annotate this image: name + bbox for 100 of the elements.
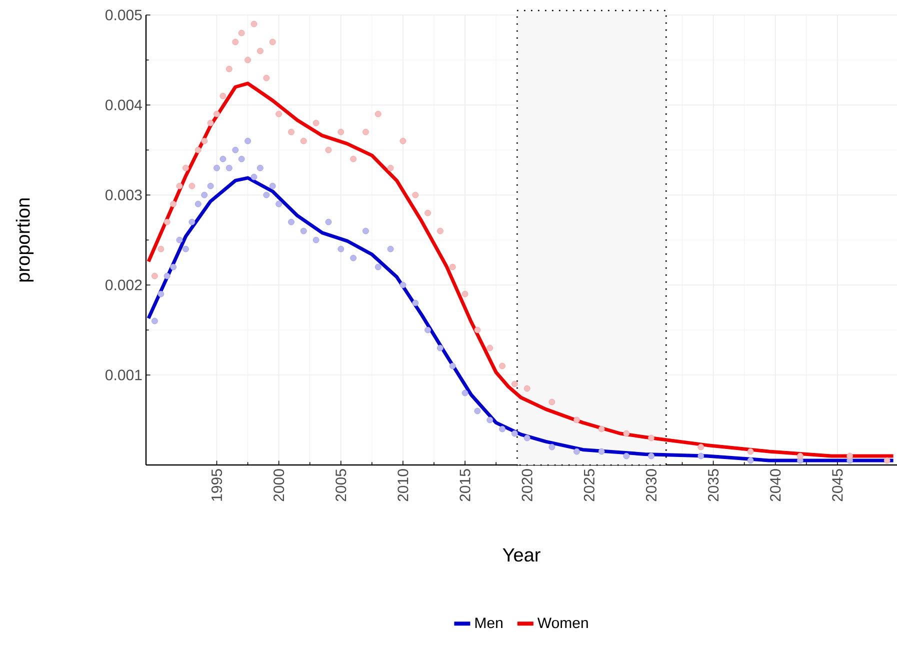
- point: [238, 30, 245, 36]
- point: [387, 164, 394, 172]
- point: [362, 228, 369, 234]
- x-tick-label: 2010: [398, 469, 408, 502]
- point: [158, 290, 164, 298]
- point: [250, 20, 258, 28]
- point: [276, 110, 282, 118]
- point: [214, 110, 220, 118]
- point: [623, 430, 630, 437]
- x-tick-label: 2015: [460, 469, 470, 502]
- point: [436, 344, 444, 352]
- point: [263, 74, 270, 82]
- y-tick-label: 0.004: [106, 100, 142, 110]
- point: [207, 182, 214, 190]
- point: [170, 264, 177, 270]
- legend-label: Men: [475, 618, 502, 628]
- point: [424, 326, 431, 334]
- point: [698, 444, 704, 450]
- x-axis-title: Year: [502, 548, 540, 562]
- point: [424, 210, 431, 216]
- x-tick-label: 1995: [211, 469, 222, 501]
- point: [188, 182, 196, 190]
- point: [747, 457, 754, 464]
- point: [164, 218, 170, 226]
- point: [474, 326, 481, 334]
- point: [263, 192, 270, 198]
- point: [574, 416, 580, 424]
- point: [623, 452, 630, 460]
- point: [387, 246, 394, 252]
- point: [226, 66, 232, 72]
- point: [232, 146, 239, 154]
- point: [474, 408, 481, 414]
- point: [338, 128, 344, 136]
- point: [257, 164, 264, 172]
- y-tick-label: 0.003: [106, 190, 142, 200]
- point: [244, 56, 251, 64]
- y-axis-title: proportion: [16, 198, 34, 282]
- point: [182, 164, 189, 172]
- point: [300, 228, 307, 234]
- line-series: [146, 176, 896, 462]
- x-tick-label: 2005: [336, 469, 346, 502]
- point: [499, 362, 506, 370]
- point: [499, 426, 506, 432]
- point: [220, 92, 226, 100]
- x-tick-label: 2045: [832, 469, 843, 502]
- x-tick-label: 2030: [646, 469, 657, 502]
- point: [269, 38, 276, 46]
- point: [846, 452, 854, 460]
- point: [194, 200, 202, 208]
- point: [350, 156, 357, 162]
- point: [312, 120, 320, 126]
- point: [164, 272, 170, 280]
- point: [511, 430, 518, 437]
- point: [269, 182, 276, 190]
- point: [250, 174, 258, 180]
- point: [188, 218, 196, 226]
- point: [747, 448, 754, 455]
- point: [511, 380, 518, 388]
- point: [194, 146, 202, 154]
- point: [449, 362, 456, 370]
- point: [300, 138, 307, 144]
- point: [288, 128, 294, 136]
- point: [257, 48, 264, 54]
- point: [182, 246, 189, 252]
- y-tick-label: 0.001: [106, 370, 142, 380]
- x-tick-label: 2025: [584, 469, 594, 502]
- point: [151, 272, 158, 280]
- point: [232, 38, 239, 46]
- point: [412, 300, 419, 306]
- point: [201, 138, 208, 144]
- point: [462, 390, 468, 396]
- point: [598, 448, 605, 455]
- point: [238, 156, 245, 162]
- point: [176, 182, 183, 190]
- point: [176, 236, 183, 244]
- point: [524, 385, 530, 392]
- legend-label: Women: [537, 618, 588, 628]
- point: [524, 434, 530, 442]
- point: [449, 264, 456, 270]
- point: [338, 246, 344, 252]
- point: [648, 434, 654, 442]
- x-tick-label: 2020: [522, 469, 532, 502]
- point: [548, 398, 556, 406]
- y-tick-label: 0.005: [106, 10, 142, 20]
- line-series: [146, 82, 896, 458]
- point: [374, 110, 382, 118]
- point: [350, 254, 357, 262]
- point: [400, 138, 406, 144]
- x-tick-label: 2035: [708, 469, 719, 502]
- point: [362, 128, 369, 136]
- point: [288, 218, 294, 226]
- point: [207, 120, 214, 126]
- point: [214, 164, 220, 172]
- point: [158, 246, 164, 252]
- point: [312, 236, 320, 244]
- point: [400, 282, 406, 288]
- point: [151, 318, 158, 324]
- point: [884, 457, 890, 464]
- point: [574, 448, 580, 455]
- point: [648, 452, 654, 460]
